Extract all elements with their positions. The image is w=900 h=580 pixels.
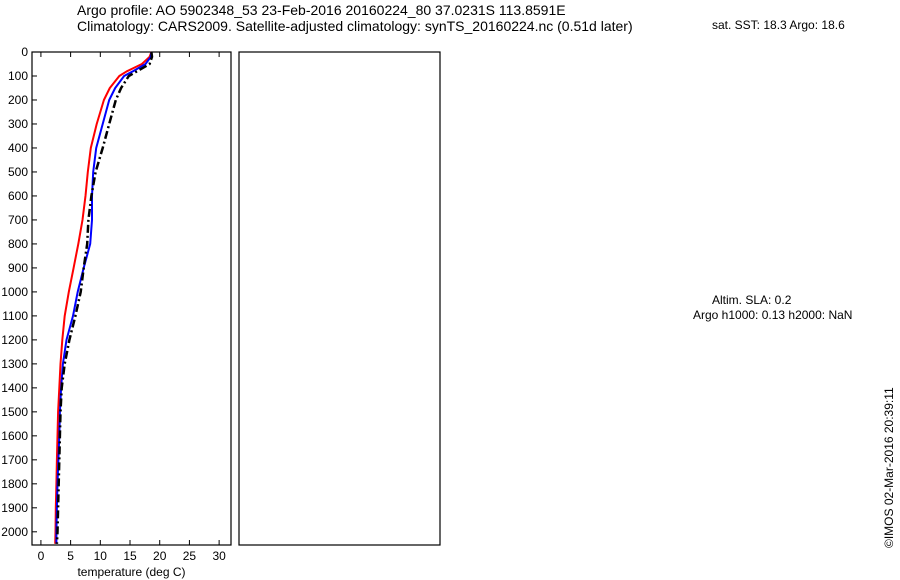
sst-map-title: sat. SST: 18.3 Argo: 18.6 <box>712 18 845 32</box>
x-tick-label: 30 <box>212 549 226 563</box>
sla-map-title-line2: Argo h1000: 0.13 h2000: NaN <box>693 308 853 322</box>
figure-title-line1: Argo profile: AO 5902348_53 23-Feb-2016 … <box>77 2 566 18</box>
y-tick-label: 700 <box>8 213 28 227</box>
series-line-climatology <box>54 51 153 544</box>
y-tick-label: 2000 <box>1 525 28 539</box>
panel-temperature: 0100200300400500600700800900100011001200… <box>1 45 232 579</box>
y-tick-label: 1800 <box>1 477 28 491</box>
y-tick-label: 1900 <box>1 501 28 515</box>
x-tick-label: 5 <box>67 549 74 563</box>
x-tick-label: 10 <box>94 549 108 563</box>
y-tick-label: 400 <box>8 141 28 155</box>
y-tick-label: 1100 <box>2 309 28 323</box>
y-tick-label: 1300 <box>1 357 28 371</box>
x-tick-label: 15 <box>123 549 137 563</box>
x-tick-label: 0 <box>38 549 45 563</box>
y-tick-label: 500 <box>8 165 28 179</box>
y-tick-label: 1500 <box>1 405 28 419</box>
y-tick-label: 600 <box>8 189 28 203</box>
y-tick-label: 1600 <box>1 429 28 443</box>
x-tick-label: 20 <box>153 549 167 563</box>
y-tick-label: 1400 <box>1 381 28 395</box>
y-tick-label: 900 <box>8 261 28 275</box>
panel-salinity <box>238 51 441 546</box>
series-line-argo-raw-qc <box>55 51 154 544</box>
temperature-axes-frame <box>31 51 232 546</box>
salinity-axes-frame <box>238 51 441 546</box>
y-tick-label: 1000 <box>1 285 28 299</box>
x-tick-label: 25 <box>183 549 197 563</box>
y-tick-label: 100 <box>8 69 28 83</box>
y-tick-label: 0 <box>21 45 28 59</box>
sla-map-title-line1: Altim. SLA: 0.2 <box>712 293 792 307</box>
y-tick-label: 1200 <box>1 333 28 347</box>
temperature-x-axis-label: temperature (deg C) <box>77 565 185 579</box>
y-tick-label: 800 <box>8 237 28 251</box>
series-line-satellite-adj-clim <box>55 51 153 544</box>
y-tick-label: 1700 <box>1 453 28 467</box>
imos-credit: ©IMOS 02-Mar-2016 20:39:11 <box>882 387 896 548</box>
y-tick-label: 300 <box>8 117 28 131</box>
y-tick-label: 200 <box>8 93 28 107</box>
figure-title-line2: Climatology: CARS2009. Satellite-adjuste… <box>77 18 633 34</box>
